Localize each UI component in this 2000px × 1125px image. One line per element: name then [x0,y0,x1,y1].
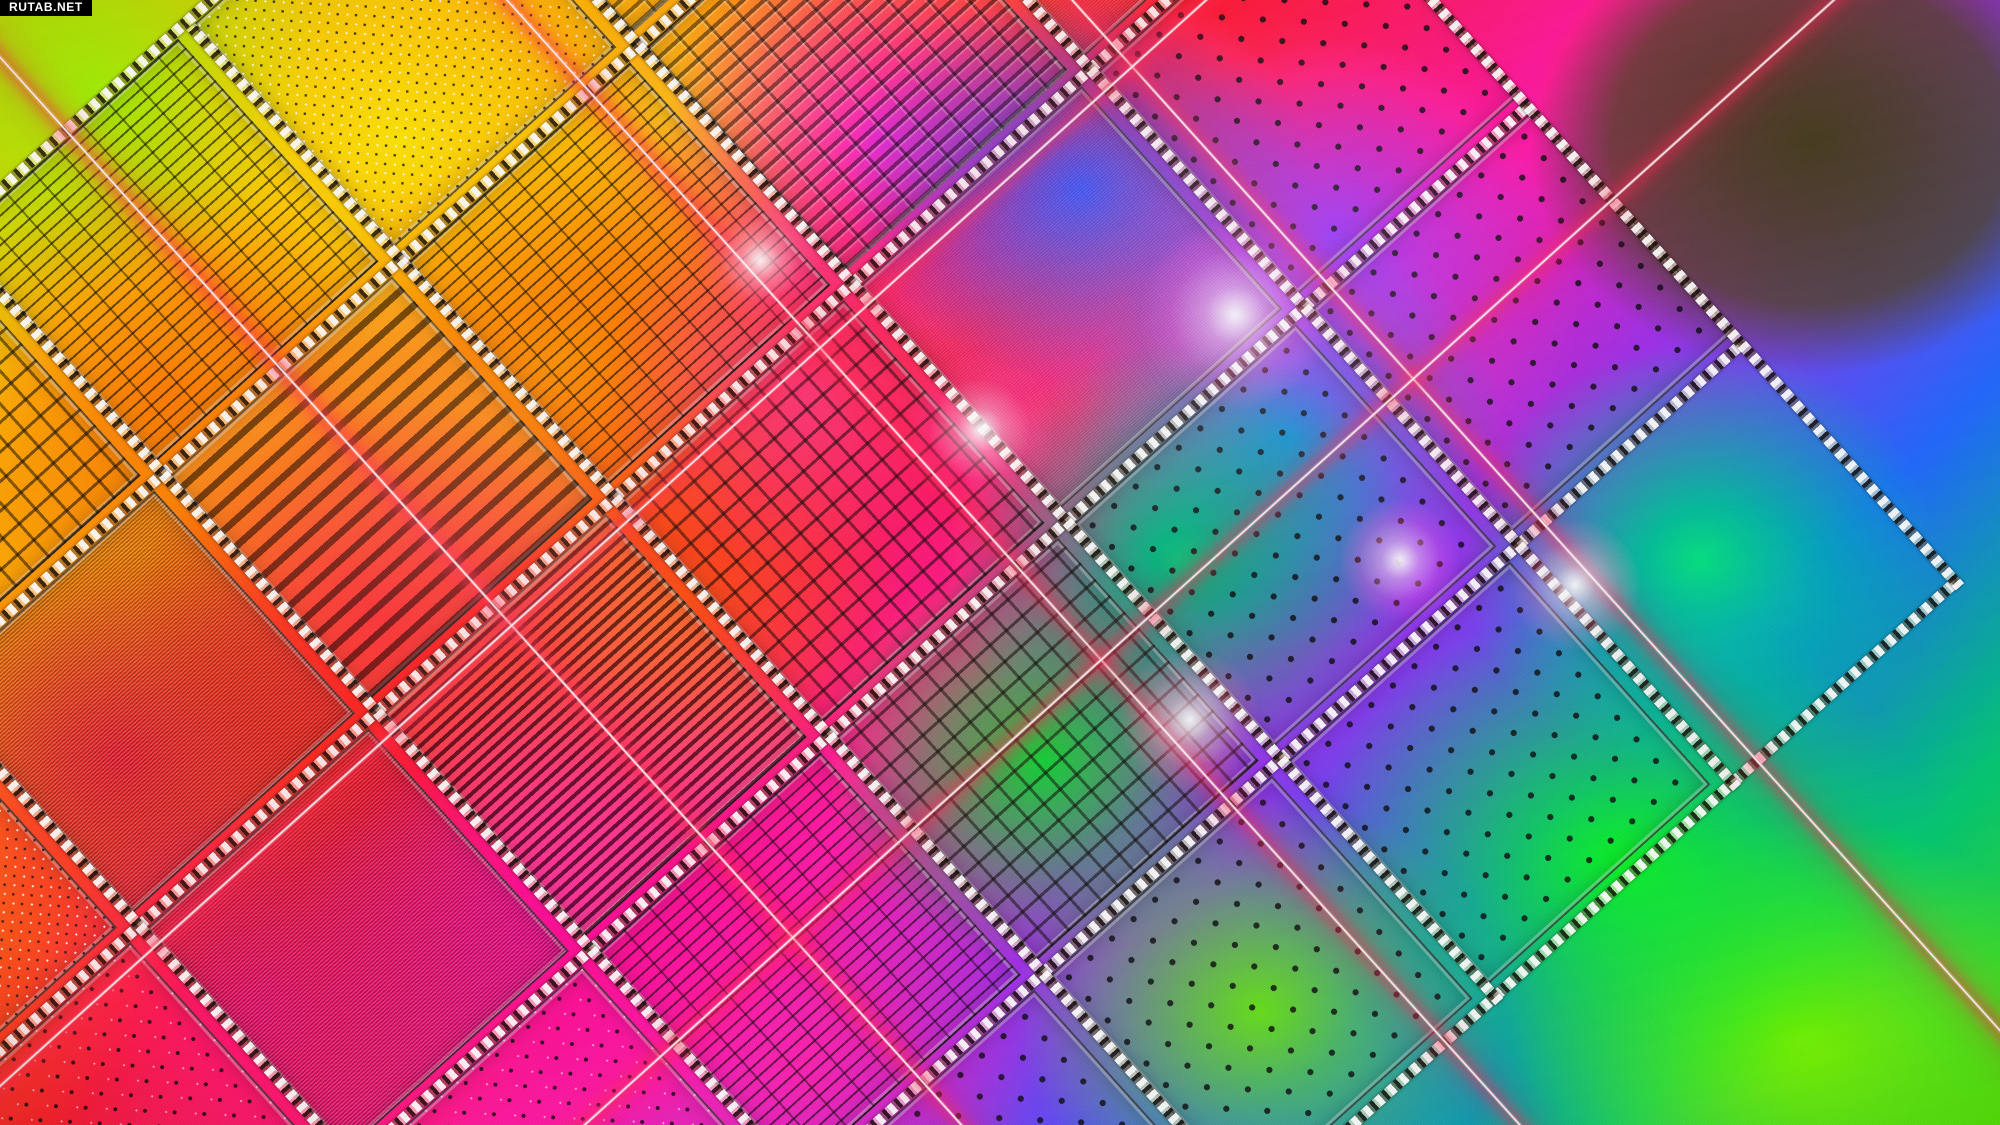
watermark-rutab-net: RUTAB.NET [0,0,92,16]
